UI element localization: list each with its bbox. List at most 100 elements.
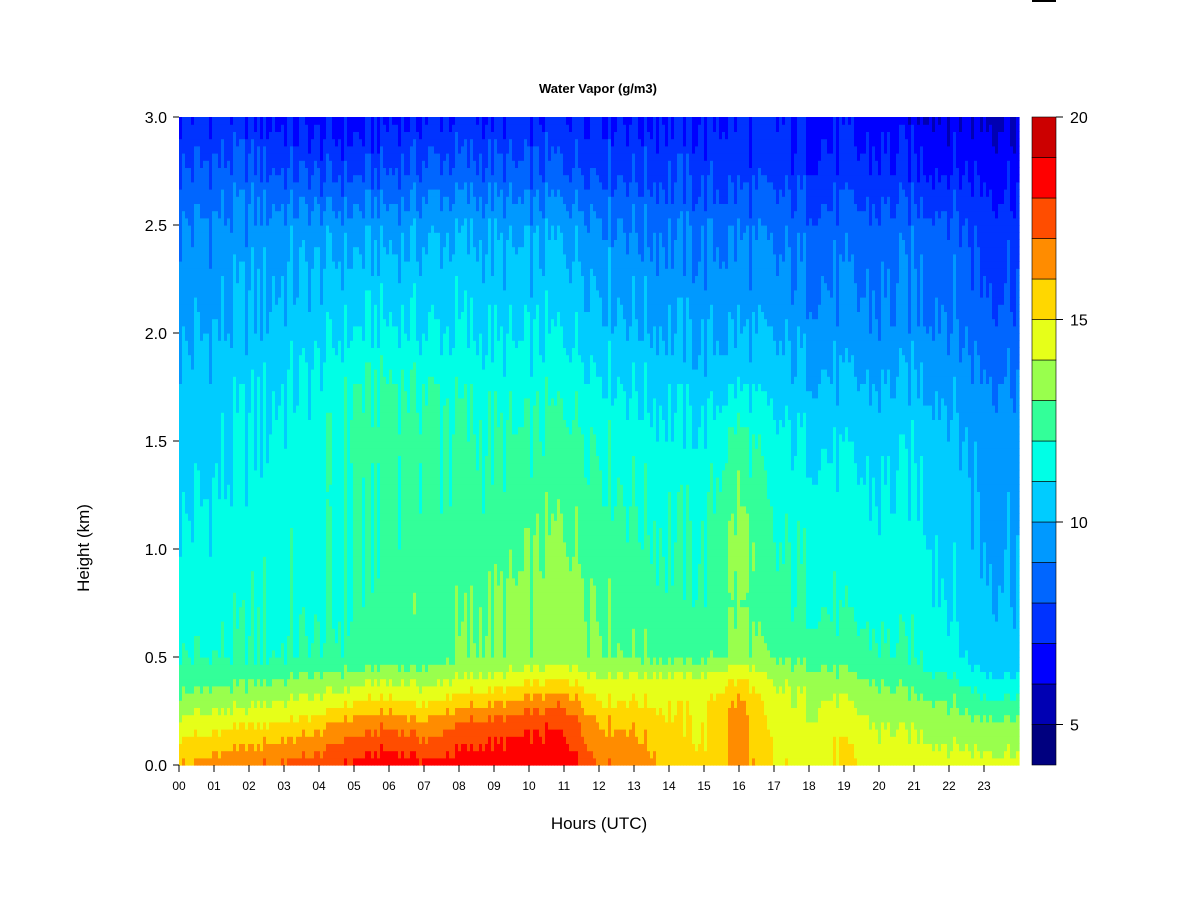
heatmap-cell (191, 246, 195, 255)
heatmap-cell (251, 455, 255, 464)
heatmap-cell (194, 268, 198, 276)
heatmap-cell (218, 354, 222, 363)
heatmap-cell (260, 491, 264, 500)
heatmap-cell (224, 484, 228, 492)
heatmap-cell (230, 153, 234, 161)
heatmap-cell (182, 253, 186, 262)
heatmap-cell (197, 189, 201, 197)
heatmap-cell (212, 520, 216, 528)
heatmap-cell (260, 606, 264, 615)
heatmap-cell (284, 433, 288, 442)
heatmap-cell (194, 743, 198, 752)
heatmap-cell (188, 685, 192, 694)
heatmap-cell (266, 628, 270, 636)
heatmap-cell (290, 714, 294, 723)
heatmap-cell (251, 693, 255, 701)
heatmap-cell (287, 520, 291, 528)
heatmap-cell (254, 577, 258, 586)
heatmap-cell (266, 167, 270, 176)
heatmap-cell (251, 289, 255, 298)
heatmap-cell (191, 491, 195, 500)
heatmap-cell (251, 246, 255, 255)
heatmap-cell (197, 433, 201, 442)
heatmap-cell (287, 621, 291, 629)
heatmap-cell (251, 657, 255, 665)
heatmap-cell (227, 527, 231, 536)
heatmap-cell (179, 484, 183, 492)
heatmap-cell (269, 261, 273, 269)
heatmap-cell (293, 534, 297, 543)
heatmap-cell (284, 160, 288, 168)
heatmap-cell (185, 145, 189, 154)
heatmap-cell (278, 743, 282, 752)
heatmap-cell (230, 455, 234, 464)
heatmap-cell (236, 750, 240, 759)
heatmap-cell (251, 376, 255, 384)
heatmap-cell (245, 304, 249, 312)
heatmap-cell (272, 225, 276, 233)
heatmap-cell (239, 549, 243, 557)
heatmap-cell (194, 167, 198, 176)
heatmap-cell (218, 289, 222, 298)
heatmap-cell (218, 441, 222, 449)
heatmap-cell (272, 714, 276, 723)
heatmap-cell (179, 117, 183, 125)
heatmap-cell (263, 693, 267, 701)
heatmap-cell (215, 628, 219, 636)
heatmap-cell (266, 239, 270, 248)
heatmap-cell (284, 657, 288, 665)
heatmap-cell (197, 678, 201, 687)
heatmap-cell (239, 729, 243, 737)
heatmap-cell (248, 707, 252, 716)
heatmap-cell (263, 131, 267, 140)
heatmap-cell (221, 268, 225, 276)
heatmap-cell (209, 462, 213, 471)
heatmap-cell (248, 347, 252, 356)
heatmap-cell (287, 541, 291, 550)
heatmap-cell (230, 412, 234, 420)
heatmap-cell (278, 534, 282, 543)
heatmap-cell (194, 621, 198, 629)
heatmap-cell (266, 757, 270, 766)
heatmap-cell (254, 196, 258, 204)
heatmap-cell (233, 462, 237, 471)
heatmap-cell (224, 354, 228, 363)
heatmap-cell (191, 513, 195, 521)
heatmap-cell (269, 203, 273, 212)
heatmap-cell (200, 361, 204, 370)
heatmap-cell (269, 729, 273, 737)
heatmap-cell (278, 721, 282, 730)
heatmap-cell (194, 261, 198, 269)
heatmap-cell (188, 729, 192, 737)
heatmap-cell (284, 239, 288, 248)
heatmap-cell (203, 707, 207, 716)
heatmap-cell (287, 167, 291, 176)
heatmap-cell (269, 664, 273, 672)
heatmap-cell (254, 671, 258, 680)
heatmap-cell (272, 664, 276, 672)
heatmap-cell (278, 757, 282, 766)
heatmap-cell (227, 376, 231, 384)
heatmap-cell (239, 325, 243, 334)
heatmap-cell (233, 563, 237, 572)
heatmap-cell (257, 412, 261, 420)
heatmap-cell (272, 340, 276, 348)
heatmap-cell (185, 347, 189, 356)
heatmap-cell (242, 210, 246, 219)
heatmap-cell (236, 253, 240, 262)
heatmap-cell (206, 181, 210, 190)
heatmap-cell (245, 138, 249, 147)
heatmap-cell (182, 181, 186, 190)
heatmap-cell (212, 700, 216, 708)
heatmap-cell (209, 441, 213, 449)
heatmap-cell (254, 311, 258, 320)
heatmap-cell (242, 505, 246, 514)
heatmap-cell (230, 383, 234, 392)
heatmap-cell (248, 671, 252, 680)
heatmap-cell (251, 491, 255, 500)
heatmap-cell (248, 325, 252, 334)
heatmap-cell (215, 513, 219, 521)
heatmap-cell (293, 743, 297, 752)
heatmap-cell (263, 181, 267, 190)
heatmap-cell (191, 642, 195, 651)
